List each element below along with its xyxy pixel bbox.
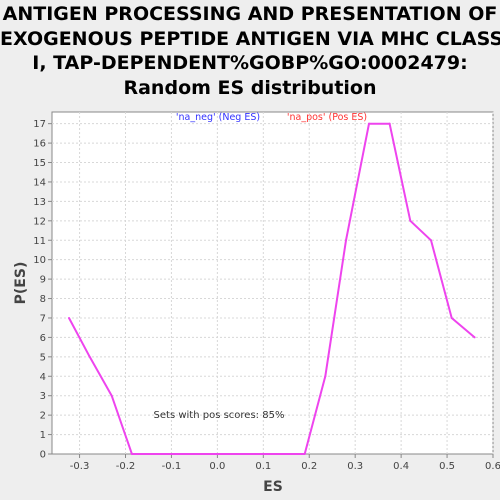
data-point [88,355,91,358]
chart-title-line-4: Random ES distribution [123,76,377,99]
data-point [130,453,133,455]
y-tick-label: 7 [40,313,46,324]
x-tick-label: 0.4 [393,461,409,472]
x-axis-label: ES [263,479,283,495]
x-tick-label: -0.1 [162,461,182,472]
x-tick-label: 0.5 [439,461,455,472]
y-tick-label: 5 [40,352,46,363]
data-point [388,122,391,125]
y-tick-label: 12 [33,216,46,227]
x-tick-label: 0.2 [301,461,317,472]
data-point [110,394,113,397]
chart-title-line-3: I, TAP-DEPENDENT%GOBP%GO:0002479: [32,52,468,74]
y-tick-label: 0 [40,450,46,461]
data-point [409,219,412,222]
data-point [429,239,432,242]
data-point [234,453,237,455]
data-point [303,453,306,455]
y-tick-label: 2 [40,411,46,422]
plot-area [51,111,494,455]
y-tick-label: 3 [40,391,46,402]
x-axis-ticks: -0.3 -0.2 -0.1 0.0 0.1 0.2 0.3 0.4 0.5 0.6 [70,454,500,472]
data-point [473,336,476,339]
annotation-pos-scores: Sets with pos scores: 85% [154,410,285,421]
y-tick-label: 16 [33,139,46,150]
data-point [67,316,70,319]
chart-title: ANTIGEN PROCESSING AND PRESENTATION OF E… [0,2,500,100]
y-tick-label: 6 [40,333,46,344]
data-point [193,453,196,455]
data-point [172,453,175,455]
data-point [152,453,155,455]
x-tick-label: 0.1 [255,461,271,472]
y-tick-label: 10 [33,255,46,266]
series-line [68,122,476,455]
x-tick-label: -0.3 [70,461,90,472]
data-point [324,375,327,378]
data-point [255,453,258,455]
y-tick-label: 1 [40,430,46,441]
data-point [450,316,453,319]
y-tick-label: 15 [33,158,46,169]
y-axis-label: P(ES) [13,262,29,305]
y-tick-label: 9 [40,275,46,286]
y-tick-label: 13 [33,197,46,208]
x-tick-label: 0.0 [209,461,225,472]
legend-neg-es: 'na_neg' (Neg ES) [176,112,260,123]
legend-pos-es: 'na_pos' (Pos ES) [287,112,367,123]
y-tick-label: 4 [40,372,46,383]
data-point [367,122,370,125]
x-tick-label: -0.2 [116,461,136,472]
data-point [276,453,279,455]
y-tick-label: 14 [33,177,46,188]
data-point [214,453,217,455]
grid-lines [52,112,494,454]
y-tick-label: 17 [33,119,46,130]
series-group [67,122,476,455]
chart-title-line-2: EXOGENOUS PEPTIDE ANTIGEN VIA MHC CLASS [0,27,500,50]
chart-title-line-1: ANTIGEN PROCESSING AND PRESENTATION OF [2,3,498,25]
y-tick-label: 8 [40,294,46,305]
y-tick-label: 11 [33,236,46,247]
x-tick-label: 0.3 [347,461,363,472]
data-point [345,239,347,242]
x-tick-label: 0.6 [485,461,500,472]
